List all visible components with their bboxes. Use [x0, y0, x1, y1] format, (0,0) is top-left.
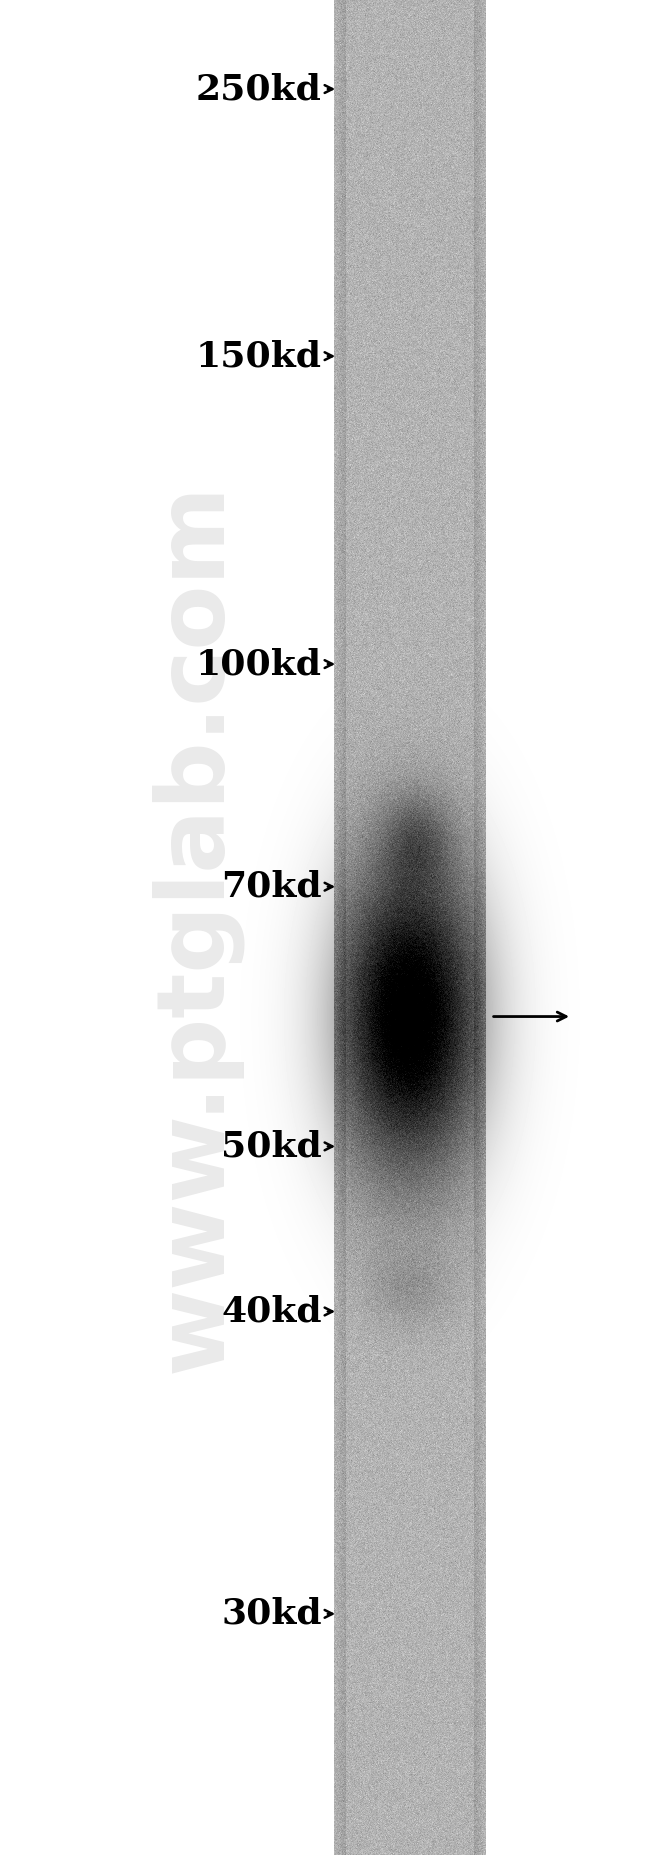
Text: 30kd: 30kd: [221, 1597, 322, 1631]
Text: 150kd: 150kd: [196, 339, 322, 373]
Text: 100kd: 100kd: [196, 647, 322, 681]
Text: 250kd: 250kd: [196, 72, 322, 106]
Text: 70kd: 70kd: [221, 870, 322, 903]
Text: 50kd: 50kd: [221, 1130, 322, 1163]
Text: 40kd: 40kd: [221, 1295, 322, 1328]
Text: www.ptglab.com: www.ptglab.com: [149, 482, 241, 1373]
